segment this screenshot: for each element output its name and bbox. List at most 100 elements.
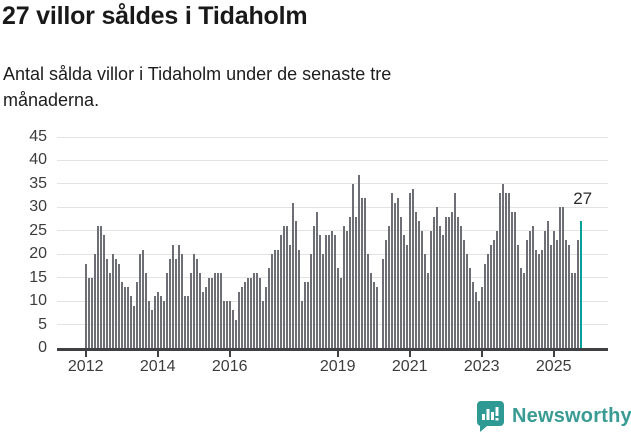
bar	[549, 244, 552, 348]
bar	[411, 188, 414, 348]
bar	[528, 230, 531, 348]
bar	[171, 244, 174, 348]
bar	[210, 277, 213, 348]
bar	[462, 240, 465, 348]
y-axis-tick-label: 0	[38, 339, 47, 356]
bar	[231, 310, 234, 348]
bar	[219, 272, 222, 348]
x-axis-tick-label: 2014	[139, 358, 176, 375]
highlighted-bar	[579, 221, 582, 348]
bar	[417, 221, 420, 348]
bar	[84, 263, 87, 348]
bar	[504, 193, 507, 348]
bar	[495, 230, 498, 348]
bar	[174, 258, 177, 348]
bar	[321, 254, 324, 348]
bar	[267, 268, 270, 348]
bar	[276, 249, 279, 348]
bar	[207, 277, 210, 348]
y-axis-tick-label: 45	[29, 128, 47, 145]
x-axis-tick	[480, 350, 483, 357]
bar	[297, 249, 300, 348]
bar	[477, 301, 480, 348]
x-axis-tick	[228, 350, 231, 357]
bar	[456, 216, 459, 348]
bar	[222, 301, 225, 348]
bar	[531, 226, 534, 348]
brand-name: Newsworthy	[512, 404, 631, 427]
bar	[507, 193, 510, 348]
bar	[390, 193, 393, 348]
bar	[408, 193, 411, 348]
gridline	[57, 136, 608, 138]
bar	[138, 254, 141, 348]
bar	[330, 230, 333, 348]
bar	[522, 272, 525, 348]
bar	[273, 249, 276, 348]
bar	[252, 272, 255, 348]
bar	[354, 216, 357, 348]
bar	[393, 202, 396, 348]
bar	[264, 287, 267, 348]
y-axis-tick-label: 35	[29, 174, 47, 192]
bar	[333, 235, 336, 348]
y-axis-tick-label: 20	[29, 245, 47, 263]
bar	[96, 226, 99, 348]
bar	[438, 226, 441, 348]
bar	[99, 226, 102, 348]
bar	[561, 207, 564, 348]
bar	[447, 216, 450, 348]
y-axis-tick-label: 30	[29, 198, 47, 216]
x-axis-tick-label: 2019	[319, 358, 356, 375]
bar	[285, 226, 288, 348]
bar	[159, 296, 162, 348]
bar	[243, 282, 246, 348]
page-title: 27 villor såldes i Tidaholm	[2, 2, 308, 30]
bar	[294, 221, 297, 348]
bar	[384, 240, 387, 348]
bar	[555, 240, 558, 348]
bar	[270, 254, 273, 348]
bar	[468, 268, 471, 348]
bar	[570, 272, 573, 348]
bar	[426, 272, 429, 348]
bar	[279, 235, 282, 348]
bar	[90, 277, 93, 348]
bar	[471, 282, 474, 348]
bar	[510, 212, 513, 348]
bar	[474, 291, 477, 348]
bar	[450, 212, 453, 348]
x-axis-tick	[408, 350, 411, 357]
bar	[177, 244, 180, 348]
bar	[93, 254, 96, 348]
bar	[465, 254, 468, 348]
y-axis-tick-label: 25	[29, 221, 47, 239]
bar	[513, 212, 516, 348]
bar	[573, 272, 576, 348]
bar	[441, 235, 444, 348]
bar	[153, 296, 156, 348]
bar	[405, 244, 408, 348]
bar	[162, 301, 165, 348]
bar	[315, 212, 318, 348]
bar	[186, 296, 189, 348]
bar	[564, 240, 567, 348]
bar	[558, 207, 561, 348]
bar	[486, 254, 489, 348]
bar	[336, 268, 339, 348]
bar	[156, 291, 159, 348]
bar	[240, 287, 243, 348]
bar	[180, 254, 183, 348]
bar	[201, 291, 204, 348]
y-axis-tick-label: 10	[29, 292, 47, 310]
bar	[261, 301, 264, 348]
bar	[501, 183, 504, 348]
bar	[288, 244, 291, 348]
bar	[363, 197, 366, 348]
bar	[144, 272, 147, 348]
bar	[168, 258, 171, 348]
x-axis-line	[57, 348, 608, 351]
bar	[132, 305, 135, 348]
